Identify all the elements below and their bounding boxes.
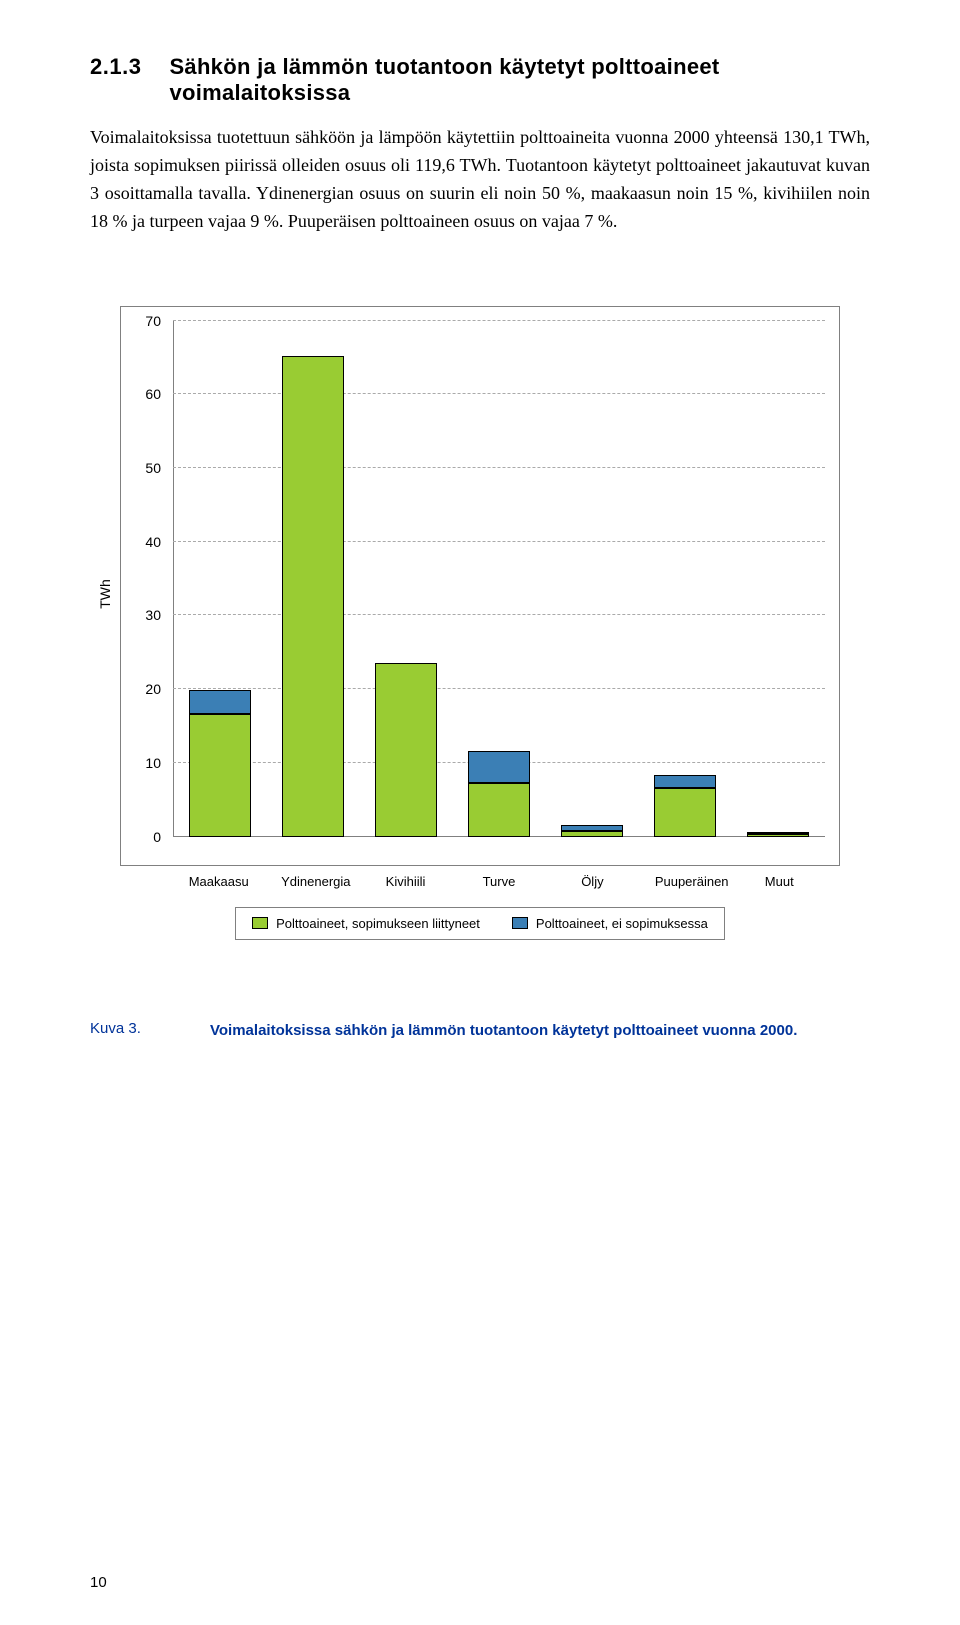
- y-tick-label: 70: [145, 314, 161, 328]
- legend-item: Polttoaineet, ei sopimuksessa: [512, 916, 708, 931]
- section-heading: 2.1.3 Sähkön ja lämmön tuotantoon käytet…: [90, 54, 870, 106]
- y-tick-label: 30: [145, 608, 161, 622]
- bar-segment: [747, 834, 809, 836]
- bar-column: [561, 825, 623, 836]
- bar-segment: [654, 775, 716, 788]
- y-tick-label: 0: [153, 830, 161, 844]
- page-number: 10: [90, 1574, 107, 1591]
- page: 2.1.3 Sähkön ja lämmön tuotantoon käytet…: [0, 0, 960, 1625]
- y-tick-label: 50: [145, 461, 161, 475]
- legend: Polttoaineet, sopimukseen liittyneet Pol…: [235, 907, 725, 940]
- y-tick-label: 10: [145, 756, 161, 770]
- bar-segment: [654, 788, 716, 836]
- bar-segment: [282, 356, 344, 837]
- bar-column: [375, 663, 437, 837]
- y-axis-label: TWh: [97, 579, 113, 609]
- x-tick-label: Maakaasu: [188, 874, 250, 889]
- chart-container: TWh 010203040506070 MaakaasuYdinenergiaK…: [120, 306, 840, 940]
- x-tick-label: Ydinenergia: [281, 874, 343, 889]
- bar-segment: [468, 783, 530, 836]
- plot-area: [173, 321, 825, 837]
- legend-swatch: [512, 917, 528, 929]
- x-tick-label: Kivihiili: [375, 874, 437, 889]
- x-tick-label: Puuperäinen: [655, 874, 717, 889]
- y-tick-label: 20: [145, 682, 161, 696]
- chart-box: 0 10 20 30 40 50 60 70: [120, 306, 840, 866]
- bar-segment: [189, 714, 251, 836]
- x-axis-labels: Maakaasu Ydinenergia Kivihiili Turve Öljy Puu…: [120, 874, 840, 889]
- bar-segment: [468, 751, 530, 783]
- bar-segment: [189, 690, 251, 714]
- bar-segment: [561, 831, 623, 837]
- y-tick-label: 40: [145, 535, 161, 549]
- caption-label: Kuva 3.: [90, 1020, 210, 1042]
- heading-number: 2.1.3: [90, 54, 141, 80]
- bars-row: [173, 321, 825, 837]
- legend-swatch: [252, 917, 268, 929]
- legend-label: Polttoaineet, sopimukseen liittyneet: [276, 916, 480, 931]
- legend-item: Polttoaineet, sopimukseen liittyneet: [252, 916, 480, 931]
- x-tick-label: Turve: [468, 874, 530, 889]
- heading-title: Sähkön ja lämmön tuotantoon käytetyt pol…: [169, 54, 870, 106]
- body-paragraph: Voimalaitoksissa tuotettuun sähköön ja l…: [90, 124, 870, 236]
- bar-column: [654, 775, 716, 836]
- bar-column: [468, 751, 530, 836]
- x-tick-label: Öljy: [561, 874, 623, 889]
- bar-segment: [375, 663, 437, 837]
- legend-label: Polttoaineet, ei sopimuksessa: [536, 916, 708, 931]
- figure-caption: Kuva 3. Voimalaitoksissa sähkön ja lämmö…: [90, 1020, 870, 1042]
- y-ticks: 010203040506070: [121, 321, 169, 837]
- y-tick-label: 60: [145, 387, 161, 401]
- bar-column: [189, 690, 251, 837]
- caption-text: Voimalaitoksissa sähkön ja lämmön tuotan…: [210, 1020, 797, 1042]
- bar-column: [747, 832, 809, 836]
- x-tick-label: Muut: [748, 874, 810, 889]
- bar-column: [282, 356, 344, 837]
